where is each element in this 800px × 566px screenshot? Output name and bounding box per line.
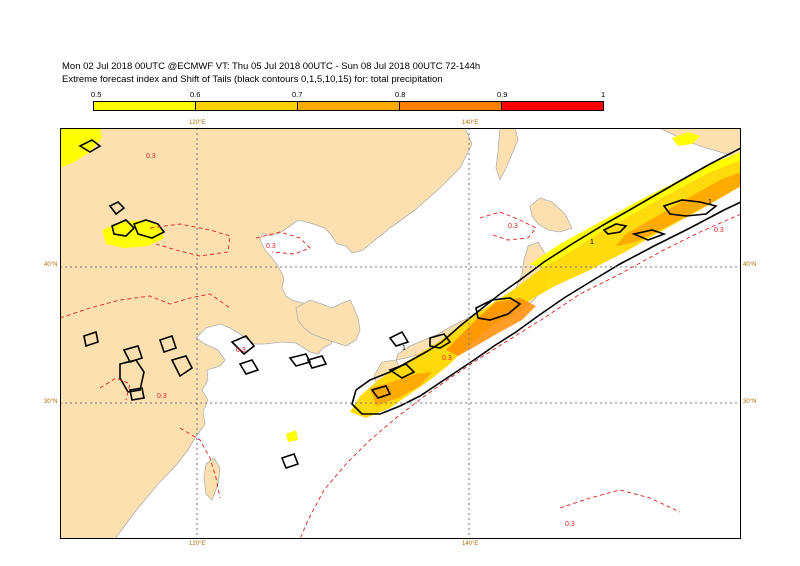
lat-label-30-left: 30°N <box>44 399 58 405</box>
sot-label-1b: 1 <box>708 199 712 206</box>
colorbar-label-3: 0.8 <box>395 90 406 99</box>
sot-label-1c: 1 <box>402 345 406 352</box>
efi-band-orange-south <box>370 372 432 406</box>
land-hokkaido <box>529 197 573 233</box>
efi-label-c: 0.3 <box>508 223 518 230</box>
land-korea <box>295 299 361 347</box>
efi-band-yellow <box>350 158 741 418</box>
colorbar-segment-3 <box>297 101 400 111</box>
efi-label-d: 0.3 <box>236 347 246 354</box>
title-line-1: Mon 02 Jul 2018 00UTC @ECMWF VT: Thu 05 … <box>62 61 481 72</box>
efi-band-orange-east <box>616 172 741 246</box>
efi-spot-west-2 <box>102 220 164 248</box>
colorbar-label-1: 0.6 <box>190 90 201 99</box>
land-sakhalin <box>495 128 519 182</box>
lat-label-30-right: 30°N <box>743 399 757 405</box>
efi-label-a: 0.3 <box>146 153 156 160</box>
lon-label-120-top: 120°E <box>189 120 206 126</box>
efi-label-g: 0.3 <box>714 227 724 234</box>
graticule <box>60 128 741 539</box>
sot-label-1a: 1 <box>590 239 594 246</box>
colorbar-segment-2 <box>195 101 298 111</box>
map-frame <box>60 128 741 539</box>
lon-label-140-bottom: 140°E <box>462 541 479 547</box>
efi-label-f: 0.3 <box>442 355 452 362</box>
colorbar-segment-4 <box>399 101 502 111</box>
colorbar-segment-5 <box>501 101 604 111</box>
land-taiwan <box>203 457 221 501</box>
colorbar-label-0: 0.5 <box>91 90 102 99</box>
efi-spot-west-1 <box>60 128 102 168</box>
efi-dashed-contours <box>60 211 741 539</box>
lon-label-140-top: 140°E <box>462 120 479 126</box>
efi-label-e: 0.3 <box>157 393 167 400</box>
colorbar-label-4: 0.9 <box>497 90 508 99</box>
efi-band-yellow-2 <box>530 152 741 268</box>
lat-label-40-left: 40°N <box>44 262 58 268</box>
efi-label-b: 0.3 <box>266 243 276 250</box>
colorbar-label-5: 1 <box>601 90 606 99</box>
title-line-2: Extreme forecast index and Shift of Tail… <box>62 74 443 85</box>
efi-label-h: 0.3 <box>565 521 575 528</box>
map-panel: 1 1 1 0.3 0.3 0.3 0.3 0.3 0.3 0.3 0.3 <box>60 128 741 539</box>
colorbar-segment-1 <box>93 101 196 111</box>
sot-contours <box>78 139 741 469</box>
efi-band-orange-mid <box>446 298 536 356</box>
colorbar-label-2: 0.7 <box>292 90 303 99</box>
lat-label-40-right: 40°N <box>743 262 757 268</box>
efi-spot-north-green <box>672 132 700 146</box>
efi-spot-south <box>286 430 298 442</box>
lon-label-120-bottom: 120°E <box>189 541 206 547</box>
